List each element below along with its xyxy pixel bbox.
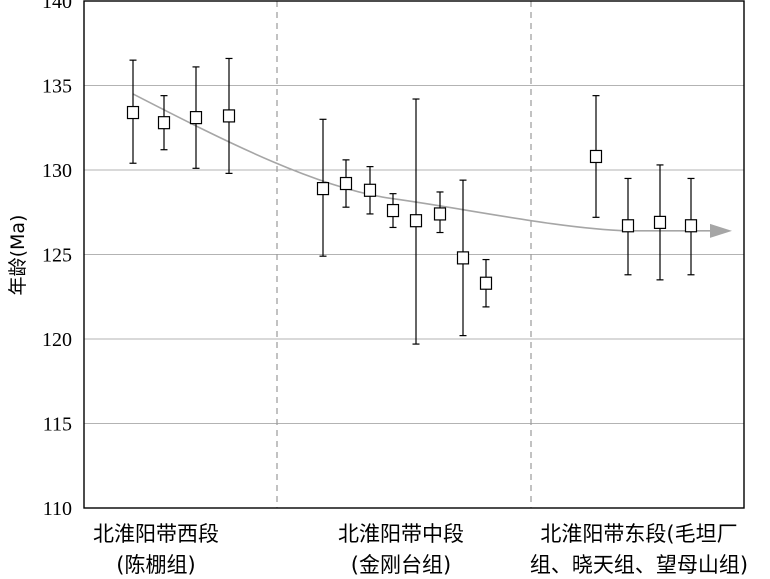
data-markers (126, 105, 698, 290)
data-point-marker (456, 251, 470, 265)
data-point-marker (653, 215, 667, 229)
trend-arrowhead (710, 223, 732, 238)
data-point-marker (157, 116, 171, 130)
group-label-line: (金刚台组) (351, 553, 451, 577)
y-tick-label: 140 (42, 0, 72, 13)
group-labels: 北淮阳带西段 (陈棚组) 北淮阳带中段 (金刚台组) 北淮阳带东段(毛坦厂组、晓天组、望… (93, 522, 748, 577)
y-tick-label: 135 (42, 76, 72, 98)
group-label-line: 北淮阳带西段 (93, 522, 219, 546)
y-tick-label: 115 (43, 414, 72, 436)
data-point-marker (433, 207, 447, 221)
grid-lines (84, 85, 744, 424)
data-point-marker (189, 111, 203, 125)
data-point-marker (589, 149, 603, 164)
plot-frame (83, 0, 745, 509)
data-point-marker (339, 176, 353, 191)
data-point-marker (316, 181, 330, 196)
data-point-marker (621, 219, 635, 233)
group-label-line: 北淮阳带中段 (338, 522, 464, 546)
y-tick-label: 110 (43, 498, 72, 520)
y-tick-label: 120 (42, 329, 72, 351)
trend-curve (132, 93, 732, 238)
data-point-marker (684, 219, 698, 233)
y-axis-ticks: 110 115 120 125 130 135 140 (42, 0, 72, 520)
group-label-line: 北淮阳带东段(毛坦厂 (540, 522, 737, 546)
data-point-marker (479, 276, 493, 290)
data-point-marker (409, 214, 423, 228)
y-axis-title: 年龄(Ma) (7, 215, 29, 296)
data-point-marker (386, 203, 400, 218)
y-tick-label: 130 (42, 160, 72, 182)
group-label-line: 组、晓天组、望母山组) (530, 553, 748, 577)
group-separators (276, 1, 532, 508)
data-point-marker (363, 183, 377, 197)
group-label-line: (陈棚组) (116, 553, 195, 577)
data-point-marker (126, 105, 140, 120)
y-tick-label: 125 (42, 245, 72, 267)
data-point-marker (222, 109, 236, 123)
